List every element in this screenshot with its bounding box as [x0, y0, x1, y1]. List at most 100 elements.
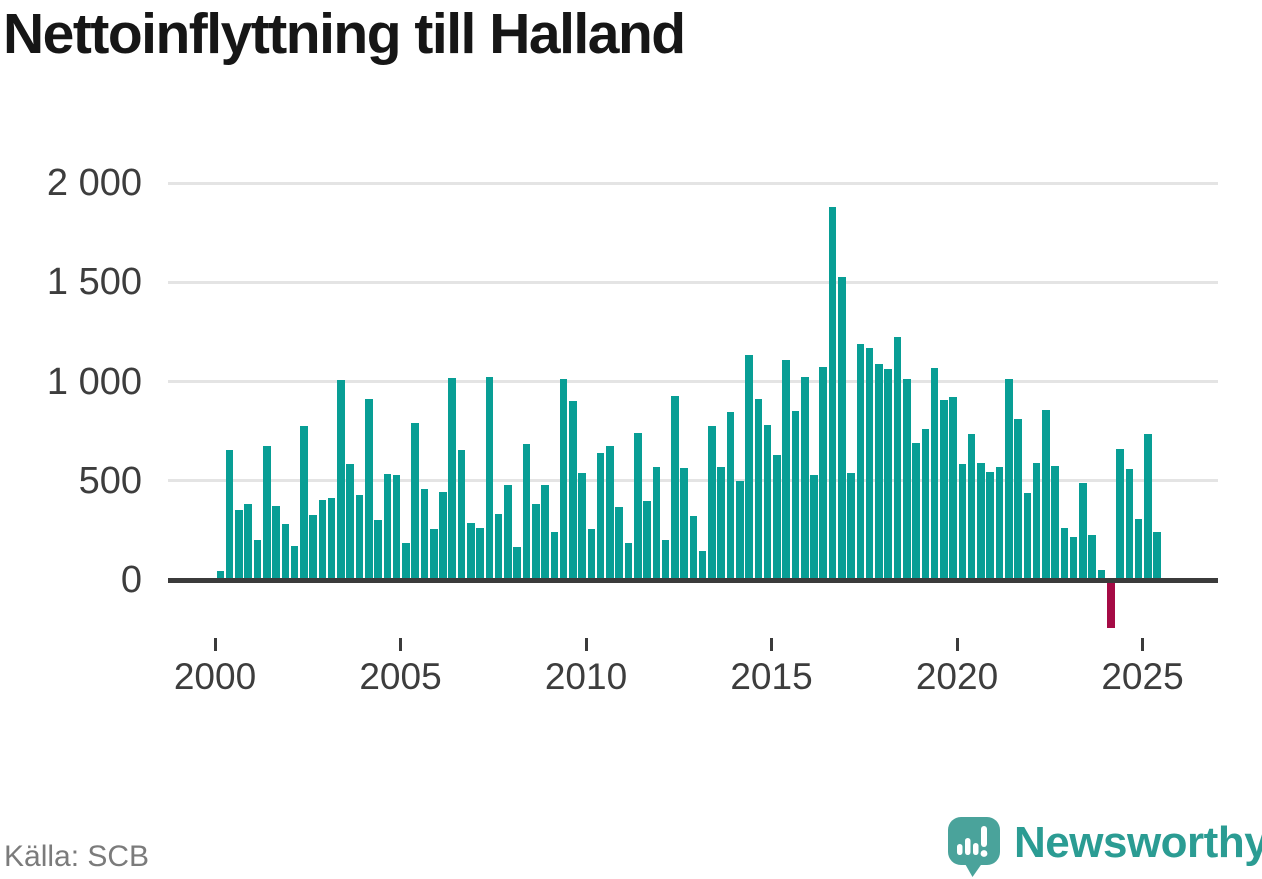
bar — [884, 368, 892, 580]
bar — [272, 505, 280, 580]
bar — [1069, 537, 1078, 580]
bar — [865, 347, 874, 580]
newsworthy-logo-icon — [948, 817, 1000, 877]
bar — [337, 379, 345, 580]
bar — [986, 471, 995, 580]
x-axis-label: 2000 — [173, 656, 257, 697]
gridline — [168, 479, 1218, 483]
bar — [736, 480, 744, 580]
x-axis-label: 2010 — [544, 656, 628, 697]
bar — [318, 500, 327, 580]
bar — [995, 466, 1004, 580]
bar — [745, 354, 753, 580]
bar — [327, 498, 336, 580]
bar — [958, 463, 967, 580]
bar — [652, 466, 661, 580]
bar — [763, 425, 772, 580]
bar — [940, 400, 948, 580]
y-axis-label: 500 — [78, 459, 142, 502]
x-axis-label: 2005 — [359, 656, 442, 697]
bar — [346, 463, 355, 580]
bar — [1088, 535, 1097, 580]
bar — [448, 378, 457, 580]
source-caption: Källa: SCB — [4, 840, 150, 873]
bar — [392, 474, 401, 580]
bar — [559, 378, 568, 580]
bar — [773, 454, 781, 580]
bar — [1153, 532, 1161, 580]
bar — [300, 425, 308, 580]
bar — [494, 513, 503, 580]
x-axis-tick — [770, 638, 773, 651]
y-axis-label: 2 000 — [46, 162, 142, 204]
bar — [262, 446, 271, 580]
bar — [429, 528, 438, 580]
x-axis-label: 2025 — [1101, 656, 1184, 697]
bar — [365, 399, 373, 580]
bar — [671, 396, 679, 580]
x-axis-tick — [584, 638, 588, 651]
bar — [977, 462, 985, 580]
bar — [902, 378, 911, 580]
bar — [717, 466, 726, 580]
bar — [949, 397, 957, 580]
bar — [587, 528, 596, 580]
bar — [1144, 434, 1152, 580]
bar — [810, 474, 818, 580]
chart-title: Nettoinflyttning till Halland — [3, 2, 686, 66]
newsworthy-logo-text: Newsworthy — [1014, 818, 1262, 867]
bar — [661, 540, 670, 580]
bar — [893, 336, 902, 580]
bar — [615, 506, 624, 580]
bar — [355, 495, 364, 580]
bar — [828, 206, 837, 580]
bar — [1125, 468, 1134, 580]
x-axis-line — [168, 578, 1218, 583]
bar — [847, 472, 855, 580]
bar-negative — [1107, 580, 1115, 628]
bar — [541, 484, 549, 580]
bar — [708, 426, 716, 580]
bar — [726, 412, 735, 580]
bar — [457, 449, 466, 580]
bar — [1116, 448, 1124, 580]
y-axis-label: 0 — [120, 559, 142, 601]
bar — [281, 524, 290, 580]
bar — [1023, 493, 1032, 580]
bar — [578, 472, 586, 580]
bar — [1060, 528, 1069, 580]
bar — [633, 433, 642, 580]
bar — [309, 514, 317, 580]
bar — [1004, 378, 1013, 580]
bar — [467, 523, 475, 580]
bar — [485, 376, 494, 580]
bar — [1134, 519, 1143, 580]
bar — [439, 491, 447, 580]
bar — [606, 446, 614, 580]
bar — [225, 449, 234, 580]
bar — [643, 500, 651, 580]
bar — [513, 546, 521, 580]
x-axis-tick — [399, 638, 402, 651]
bar — [754, 399, 763, 580]
bar — [383, 474, 392, 580]
bar — [1042, 410, 1050, 580]
bar — [875, 363, 883, 580]
bar — [550, 532, 559, 580]
newsworthy-logo[interactable]: Newsworthy — [948, 817, 1262, 879]
x-axis-tick — [1141, 638, 1144, 651]
bar — [856, 343, 865, 580]
bar — [967, 434, 976, 580]
bar — [1097, 570, 1106, 580]
bar — [522, 444, 531, 580]
bar — [216, 571, 225, 580]
gridline — [168, 181, 1218, 185]
bar — [680, 468, 688, 580]
bar — [1051, 465, 1059, 580]
bar — [504, 484, 512, 580]
bar — [838, 277, 846, 580]
bar — [402, 543, 410, 580]
y-axis-label: 1 500 — [46, 261, 142, 304]
bar — [921, 429, 930, 580]
